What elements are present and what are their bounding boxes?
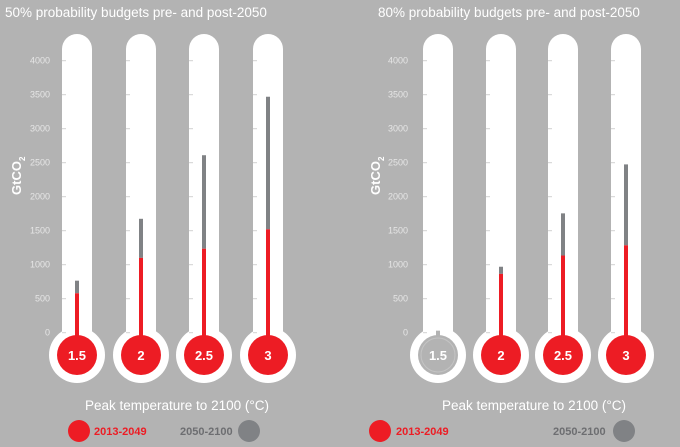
y-tick-label: 3500 [30, 90, 50, 100]
bulb-fill [418, 335, 458, 375]
bulb-fill [121, 335, 161, 375]
thermometer-2: 2 [473, 34, 529, 383]
thermometer-tube [62, 34, 92, 355]
category-label: 2.5 [195, 348, 213, 363]
bar-2050-2100 [266, 96, 270, 230]
y-tick-label: 2000 [388, 192, 408, 202]
category-label: 3 [264, 348, 271, 363]
legend-swatch-2050-2100 [613, 420, 635, 442]
y-tick-label: 3000 [30, 124, 50, 134]
category-label: 3 [622, 348, 629, 363]
bulb-fill [248, 335, 288, 375]
legend-swatch-2050-2100 [238, 420, 260, 442]
legend-label-2013-2049: 2013-2049 [396, 426, 449, 438]
thermometer-tube [126, 34, 156, 355]
chart-title: 50% probability budgets pre- and post-20… [5, 5, 267, 20]
chart-50-percent: 50% probability budgets pre- and post-20… [5, 5, 296, 442]
thermometer-2.5: 2.5 [176, 34, 232, 383]
bar-2013-2049 [561, 255, 565, 355]
y-tick-label: 0 [403, 328, 408, 338]
legend-swatch-2013-2049 [369, 420, 391, 442]
thermometer-tube [423, 34, 453, 355]
y-tick-label: 3000 [388, 124, 408, 134]
bulb-fill [543, 335, 583, 375]
category-label: 2 [137, 348, 144, 363]
legend: 2013-2049 2050-2100 [369, 420, 635, 442]
chart-80-percent: 80% probability budgets pre- and post-20… [368, 5, 654, 442]
y-tick-label: 1500 [30, 226, 50, 236]
category-label: 2 [497, 348, 504, 363]
y-tick-label: 1000 [388, 260, 408, 270]
bulb-fill [481, 335, 521, 375]
y-tick-label: 2000 [30, 192, 50, 202]
thermometer-3: 3 [240, 34, 296, 383]
bar-2050-2100 [624, 164, 628, 246]
x-axis-label: Peak temperature to 2100 (°C) [85, 398, 269, 413]
thermometer-tube [486, 34, 516, 355]
legend-label-2050-2100: 2050-2100 [180, 426, 233, 438]
y-tick-label: 3500 [388, 90, 408, 100]
category-label: 1.5 [429, 348, 447, 363]
bar-2050-2100 [202, 155, 206, 249]
y-tick-label: 500 [393, 294, 408, 304]
bar-2050-2100 [139, 218, 143, 258]
bulb-fill [606, 335, 646, 375]
thermometer-3: 3 [598, 34, 654, 383]
x-axis-label: Peak temperature to 2100 (°C) [442, 398, 626, 413]
bar-2013-2049 [499, 273, 503, 355]
thermometer-2.5: 2.5 [535, 34, 591, 383]
legend-label-2013-2049: 2013-2049 [94, 426, 147, 438]
bar-2013-2049 [75, 293, 79, 355]
bar-2013-2049 [624, 245, 628, 355]
category-label: 2.5 [554, 348, 572, 363]
bar-2013-2049 [266, 229, 270, 355]
legend: 2013-2049 2050-2100 [68, 420, 260, 442]
thermometer-1.5: 1.5 [410, 34, 466, 383]
y-tick-label: 500 [35, 294, 50, 304]
bar-2050-2100 [75, 280, 79, 294]
y-tick-label: 1500 [388, 226, 408, 236]
y-tick-label: 4000 [388, 56, 408, 66]
y-tick-label: 2500 [388, 158, 408, 168]
y-axis-label: GtCO2 [368, 156, 386, 195]
bar-2050-2100 [561, 213, 565, 256]
category-label: 1.5 [68, 348, 86, 363]
bar-2013-2049 [139, 257, 143, 355]
thermometer-tube [548, 34, 578, 355]
y-tick-label: 2500 [30, 158, 50, 168]
chart-title: 80% probability budgets pre- and post-20… [378, 5, 640, 20]
y-tick-label: 4000 [30, 56, 50, 66]
legend-swatch-2013-2049 [68, 420, 90, 442]
bar-2013-2049 [202, 248, 206, 355]
thermometer-2: 2 [113, 34, 169, 383]
thermometer-1.5: 1.5 [49, 34, 105, 383]
bulb-fill [57, 335, 97, 375]
y-tick-label: 0 [45, 328, 50, 338]
legend-label-2050-2100: 2050-2100 [553, 426, 606, 438]
bulb-ring [420, 337, 456, 373]
bulb-fill [184, 335, 224, 375]
y-axis-label: GtCO2 [9, 156, 27, 195]
y-tick-label: 1000 [30, 260, 50, 270]
bar-2050-2100 [499, 266, 503, 274]
